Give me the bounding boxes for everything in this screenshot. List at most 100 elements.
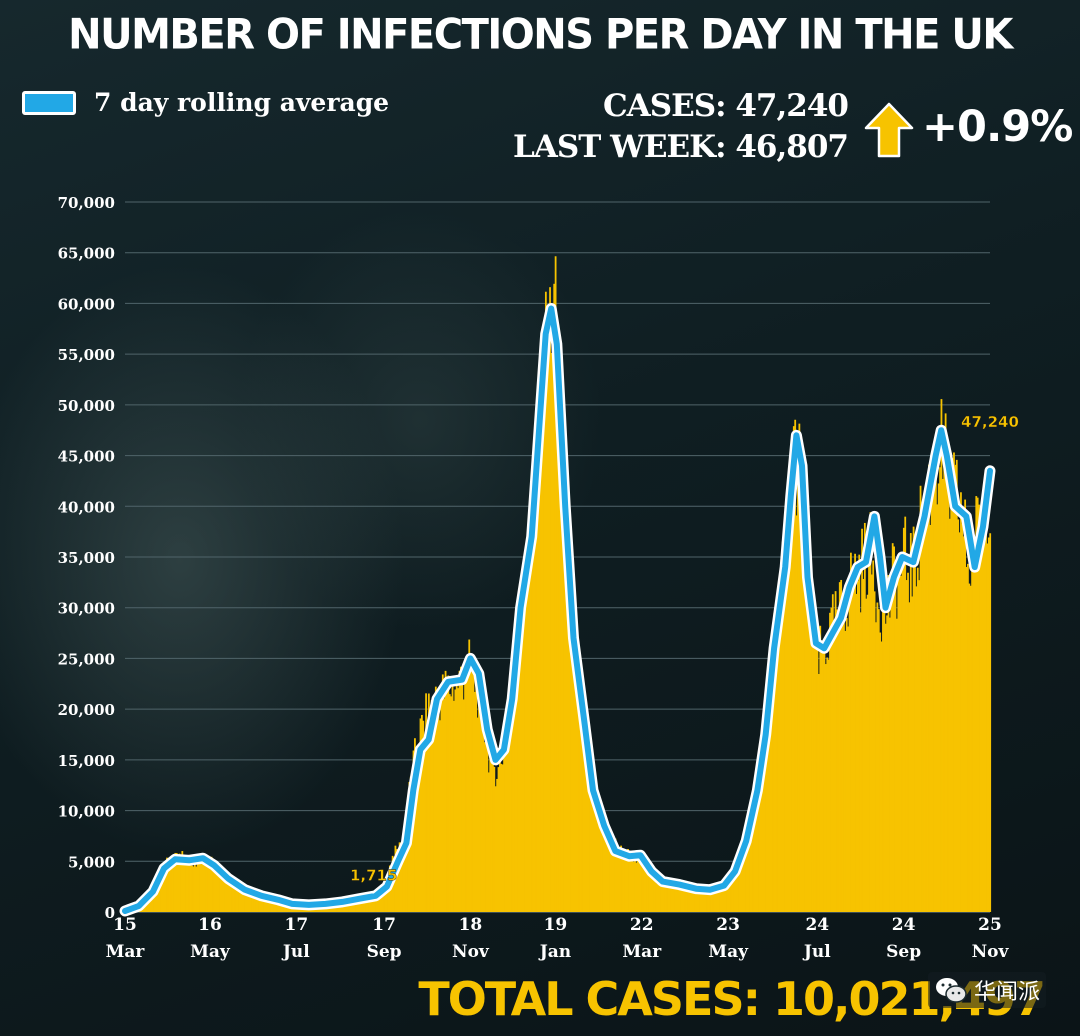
bar [558, 394, 561, 912]
bar [574, 654, 577, 912]
bar [822, 646, 824, 912]
y-tick-label: 20,000 [58, 701, 115, 719]
bar [979, 547, 982, 912]
bar [973, 571, 976, 912]
bar [972, 544, 975, 912]
bar [872, 560, 875, 912]
bar [659, 884, 661, 912]
bar [934, 470, 937, 912]
bar [425, 693, 427, 912]
bar [547, 319, 550, 913]
bar [622, 857, 625, 912]
bar [195, 866, 198, 912]
bar [752, 810, 755, 912]
bar [189, 860, 192, 912]
bar [253, 892, 256, 912]
bar [173, 859, 175, 912]
bar [964, 499, 967, 912]
bar [476, 717, 479, 912]
bar [887, 575, 890, 912]
bar [687, 889, 689, 912]
bar [220, 870, 223, 912]
bar [447, 675, 450, 912]
bar [202, 860, 205, 912]
bar [759, 771, 762, 912]
bar [602, 812, 604, 912]
bar [989, 533, 992, 912]
bar [475, 677, 478, 912]
bar [805, 504, 808, 912]
bar [577, 679, 579, 912]
bar [957, 519, 960, 912]
bar [536, 390, 539, 913]
bar [412, 750, 415, 912]
bar [691, 888, 694, 912]
y-tick-label: 35,000 [58, 549, 115, 567]
bar [808, 613, 811, 912]
bar [508, 719, 511, 912]
bar [799, 445, 802, 912]
bar [947, 482, 950, 912]
bar [426, 735, 429, 912]
bar [613, 842, 616, 912]
bar [191, 865, 193, 912]
bar [604, 827, 607, 912]
bar [851, 591, 854, 912]
bar [263, 897, 266, 912]
bar [241, 889, 244, 912]
bar [373, 895, 376, 912]
bar [430, 700, 433, 912]
bar [578, 667, 581, 912]
bar [685, 888, 688, 912]
bar [915, 586, 918, 912]
bar [948, 518, 951, 912]
bar [510, 685, 512, 912]
bar [596, 794, 599, 912]
bar [624, 855, 627, 912]
bar [663, 879, 666, 912]
bar [469, 663, 472, 912]
bar [185, 856, 188, 912]
bar [912, 526, 915, 912]
y-tick-label: 5,000 [68, 853, 115, 871]
bar [443, 698, 446, 912]
bar [178, 853, 181, 912]
bar [844, 630, 847, 912]
bar [817, 673, 820, 912]
bar [641, 861, 643, 912]
y-tick-label: 60,000 [58, 295, 115, 313]
bar [632, 861, 635, 912]
bar [760, 748, 763, 912]
bar [535, 489, 538, 912]
bar [542, 430, 544, 912]
bar [695, 891, 698, 912]
bar [859, 612, 862, 912]
legend-label: 7 day rolling average [94, 88, 390, 117]
x-tick-label: 17 [284, 915, 308, 935]
bar [763, 746, 766, 912]
bar [581, 697, 583, 912]
bar [706, 889, 709, 912]
bar [971, 544, 973, 912]
bar [540, 348, 543, 913]
bar [567, 500, 570, 912]
legend: 7 day rolling average [22, 88, 389, 117]
bar [212, 868, 214, 912]
bar [987, 537, 990, 912]
bar [983, 498, 986, 912]
bar [489, 757, 492, 912]
bar [246, 890, 249, 912]
bar [524, 594, 526, 912]
bar [985, 502, 987, 912]
bar [937, 483, 940, 912]
bar [487, 772, 490, 912]
bar [631, 851, 634, 912]
bar [643, 859, 646, 912]
x-tick-label: Nov [452, 942, 490, 962]
bar [850, 552, 852, 912]
bar [366, 896, 369, 912]
bar [746, 830, 749, 912]
bar [225, 878, 228, 912]
bar [656, 883, 659, 912]
